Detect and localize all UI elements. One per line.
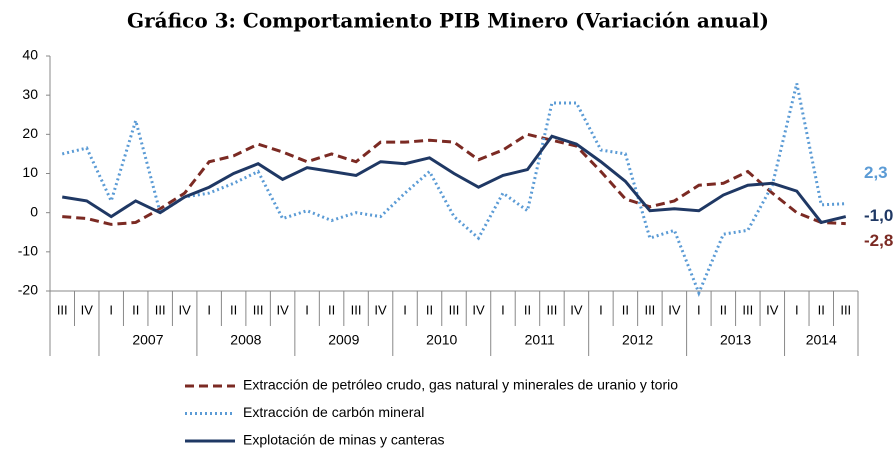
year-label: 2012 bbox=[622, 332, 653, 348]
x-tick-label: III bbox=[547, 302, 558, 317]
year-label: 2009 bbox=[328, 332, 359, 348]
year-label: 2013 bbox=[720, 332, 751, 348]
x-tick-label: II bbox=[328, 302, 335, 317]
x-tick-label: I bbox=[697, 302, 701, 317]
year-label: 2010 bbox=[426, 332, 457, 348]
x-tick-label: II bbox=[524, 302, 531, 317]
x-tick-label: I bbox=[305, 302, 309, 317]
x-tick-label: I bbox=[599, 302, 603, 317]
y-tick-label: 10 bbox=[22, 164, 38, 180]
x-tick-label: III bbox=[840, 302, 851, 317]
x-tick-label: II bbox=[818, 302, 825, 317]
x-tick-label: III bbox=[742, 302, 753, 317]
y-tick-label: -10 bbox=[18, 243, 38, 259]
y-tick-label: 0 bbox=[30, 203, 38, 219]
x-tick-label: II bbox=[720, 302, 727, 317]
x-tick-label: IV bbox=[81, 302, 94, 317]
x-tick-label: III bbox=[449, 302, 460, 317]
x-tick-label: II bbox=[230, 302, 237, 317]
end-label: -2,8 bbox=[864, 231, 893, 250]
legend-label: Explotación de minas y canteras bbox=[243, 432, 445, 448]
end-label: -1,0 bbox=[864, 206, 893, 225]
legend-label: Extracción de petróleo crudo, gas natura… bbox=[243, 377, 678, 393]
y-tick-label: 20 bbox=[22, 125, 38, 141]
x-tick-label: IV bbox=[570, 302, 583, 317]
x-tick-label: IV bbox=[179, 302, 192, 317]
x-tick-label: II bbox=[426, 302, 433, 317]
y-tick-label: 30 bbox=[22, 86, 38, 102]
series-line bbox=[62, 132, 846, 226]
year-label: 2014 bbox=[806, 332, 837, 348]
x-tick-label: I bbox=[207, 302, 211, 317]
x-tick-label: IV bbox=[766, 302, 779, 317]
x-tick-label: IV bbox=[374, 302, 387, 317]
x-tick-label: III bbox=[57, 302, 68, 317]
year-label: 2007 bbox=[132, 332, 163, 348]
series-line bbox=[62, 134, 847, 225]
x-tick-label: I bbox=[109, 302, 113, 317]
x-tick-label: I bbox=[403, 302, 407, 317]
x-tick-label: IV bbox=[668, 302, 681, 317]
y-tick-label: -20 bbox=[18, 282, 38, 298]
y-tick-label: 40 bbox=[22, 47, 38, 63]
x-tick-label: II bbox=[132, 302, 139, 317]
year-label: 2011 bbox=[525, 332, 555, 348]
end-label: 2,3 bbox=[864, 163, 888, 182]
x-tick-label: II bbox=[622, 302, 629, 317]
chart-title: Gráfico 3: Comportamiento PIB Minero (Va… bbox=[127, 9, 769, 33]
x-tick-label: IV bbox=[276, 302, 289, 317]
x-tick-label: III bbox=[644, 302, 655, 317]
legend-label: Extracción de carbón mineral bbox=[243, 404, 424, 420]
year-label: 2008 bbox=[230, 332, 261, 348]
series-line bbox=[61, 83, 846, 297]
x-tick-label: III bbox=[253, 302, 264, 317]
x-tick-label: I bbox=[795, 302, 799, 317]
x-tick-label: III bbox=[155, 302, 166, 317]
x-tick-label: IV bbox=[472, 302, 485, 317]
x-tick-label: III bbox=[351, 302, 362, 317]
x-tick-label: I bbox=[501, 302, 505, 317]
